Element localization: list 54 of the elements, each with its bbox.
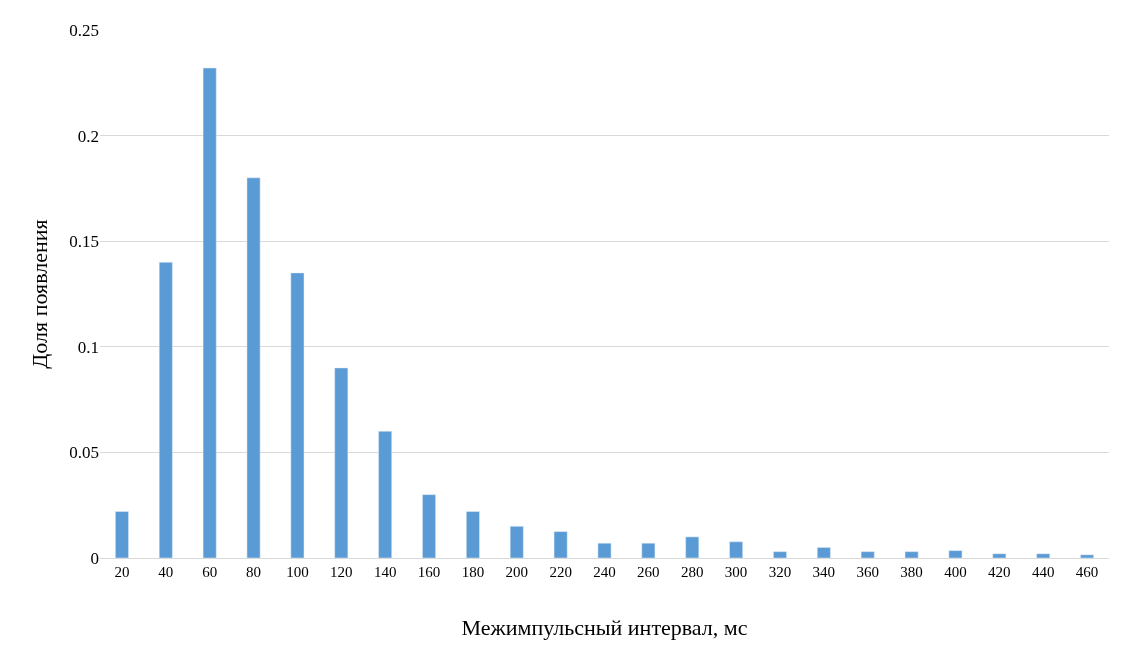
x-tick-label: 100 <box>286 564 309 580</box>
x-tick-label: 280 <box>680 564 704 580</box>
bar <box>729 541 743 558</box>
x-tick-label: 140 <box>373 564 397 580</box>
x-tick-label: 260 <box>637 564 660 580</box>
bar <box>553 531 568 558</box>
y-tick-label: 0.05 <box>69 443 99 463</box>
bar <box>334 367 349 558</box>
bar <box>115 511 129 558</box>
x-tick-label: 60 <box>202 564 218 580</box>
bar <box>509 526 524 558</box>
y-tick-label: 0.2 <box>77 126 99 146</box>
bar <box>860 551 875 558</box>
x-tick-label: 40 <box>158 564 174 580</box>
bar <box>246 177 261 558</box>
bar <box>904 551 919 558</box>
y-axis-title: Доля появления <box>27 219 53 369</box>
x-tick-label: 400 <box>944 564 967 580</box>
bar <box>685 536 700 558</box>
x-tick-label: 460 <box>1075 564 1099 580</box>
bar <box>290 272 305 558</box>
y-tick-label: 0.25 <box>69 20 99 40</box>
bar <box>641 542 656 558</box>
x-tick-label: 380 <box>900 564 923 580</box>
x-tick-label: 220 <box>549 564 572 580</box>
x-tick-label: 20 <box>114 564 130 580</box>
bar <box>1080 554 1094 558</box>
x-tick-label: 120 <box>330 564 353 580</box>
y-tick-label: 0.15 <box>69 232 99 252</box>
y-tick-label: 0 <box>90 548 99 568</box>
bar <box>817 547 831 558</box>
bar <box>422 494 436 558</box>
y-tick-label: 0.1 <box>77 337 99 357</box>
bar <box>948 550 963 558</box>
x-tick-label: 240 <box>593 564 616 580</box>
x-tick-label: 300 <box>724 564 748 580</box>
x-tick-label: 360 <box>856 564 879 580</box>
bar <box>466 511 480 558</box>
x-tick-label: 420 <box>988 564 1011 580</box>
x-tick-label: 340 <box>812 564 836 580</box>
x-axis-title: Межимпульсный интервал, мс <box>461 614 748 640</box>
x-tick-label: 440 <box>1031 564 1055 580</box>
bar <box>597 542 612 558</box>
bar <box>158 262 173 558</box>
x-tick-label: 80 <box>246 564 262 580</box>
x-tick-label: 180 <box>461 564 485 580</box>
bar <box>773 551 787 558</box>
x-tick-label: 160 <box>417 564 441 580</box>
bar <box>202 67 217 558</box>
x-tick-label: 320 <box>768 564 792 580</box>
bar <box>992 553 1007 558</box>
x-tick-label: 200 <box>505 564 529 580</box>
bar <box>1036 553 1051 558</box>
bar <box>378 431 392 558</box>
